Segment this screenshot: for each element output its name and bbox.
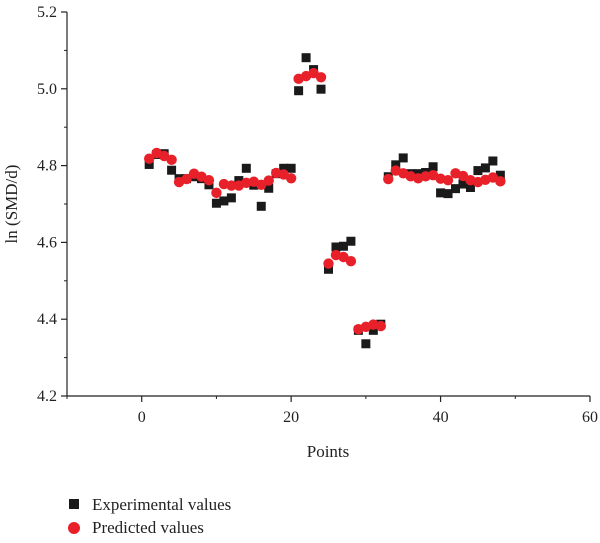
predicted-point [323,258,334,269]
experimental-point [465,182,475,192]
y-tick-label: 4.2 [37,388,57,405]
experimental-point [211,198,221,208]
y-tick-label: 5.0 [37,81,57,98]
x-axis-title: Points [307,442,350,461]
experimental-point [443,189,453,199]
predicted-series [143,67,506,335]
x-tick-label: 60 [582,409,598,426]
experimental-point [324,264,333,274]
experimental-point [391,160,401,170]
experimental-series [144,53,505,349]
predicted-point [383,173,394,185]
experimental-point [338,241,348,251]
experimental-point [286,163,296,173]
experimental-point [368,325,378,335]
experimental-point [144,159,154,169]
experimental-point [301,53,311,63]
experimental-point [488,156,498,166]
x-tick-label: 20 [283,409,299,426]
legend: Experimental values Predicted values [68,495,231,537]
axes [66,12,590,397]
experimental-point [167,165,177,175]
experimental-point [316,84,326,94]
ticks: 0 20 40 60 4.2 4.4 4.6 4.8 5.0 5.2 [37,4,598,426]
legend-predicted-marker [68,522,80,534]
experimental-point [428,162,438,172]
predicted-point [226,180,237,191]
x-tick-label: 0 [138,409,146,426]
legend-experimental-marker [69,499,79,509]
predicted-point [166,154,177,166]
experimental-point [294,86,304,96]
predicted-point [143,153,155,164]
experimental-point [361,339,371,349]
experimental-point [279,163,289,173]
experimental-point [331,242,341,252]
experimental-point [480,163,490,173]
predicted-point [181,173,192,185]
predicted-point [495,176,506,187]
y-tick-label: 5.2 [37,4,57,21]
y-tick-label: 4.8 [37,158,57,175]
predicted-point [263,175,274,186]
predicted-point [211,187,222,199]
predicted-point [315,72,327,83]
predicted-point [375,320,386,332]
experimental-point [398,153,408,163]
experimental-point [451,184,461,194]
experimental-point [436,188,446,198]
experimental-point [346,236,356,246]
experimental-point [495,170,505,180]
x-tick-label: 40 [433,409,449,426]
predicted-point [203,174,215,186]
y-tick-label: 4.6 [37,234,57,251]
experimental-point [219,196,229,206]
legend-experimental-label: Experimental values [92,495,231,514]
legend-predicted-label: Predicted values [92,518,204,537]
experimental-point [473,166,483,176]
predicted-point [442,174,454,186]
experimental-point [458,179,468,189]
experimental-point [256,201,266,211]
experimental-point [264,183,274,193]
y-tick-label: 4.4 [37,311,57,328]
y-axis-title: ln (SMD/d) [2,165,21,244]
predicted-point [285,173,297,184]
predicted-point [345,256,357,267]
experimental-point [226,193,236,203]
experimental-point [241,163,251,173]
